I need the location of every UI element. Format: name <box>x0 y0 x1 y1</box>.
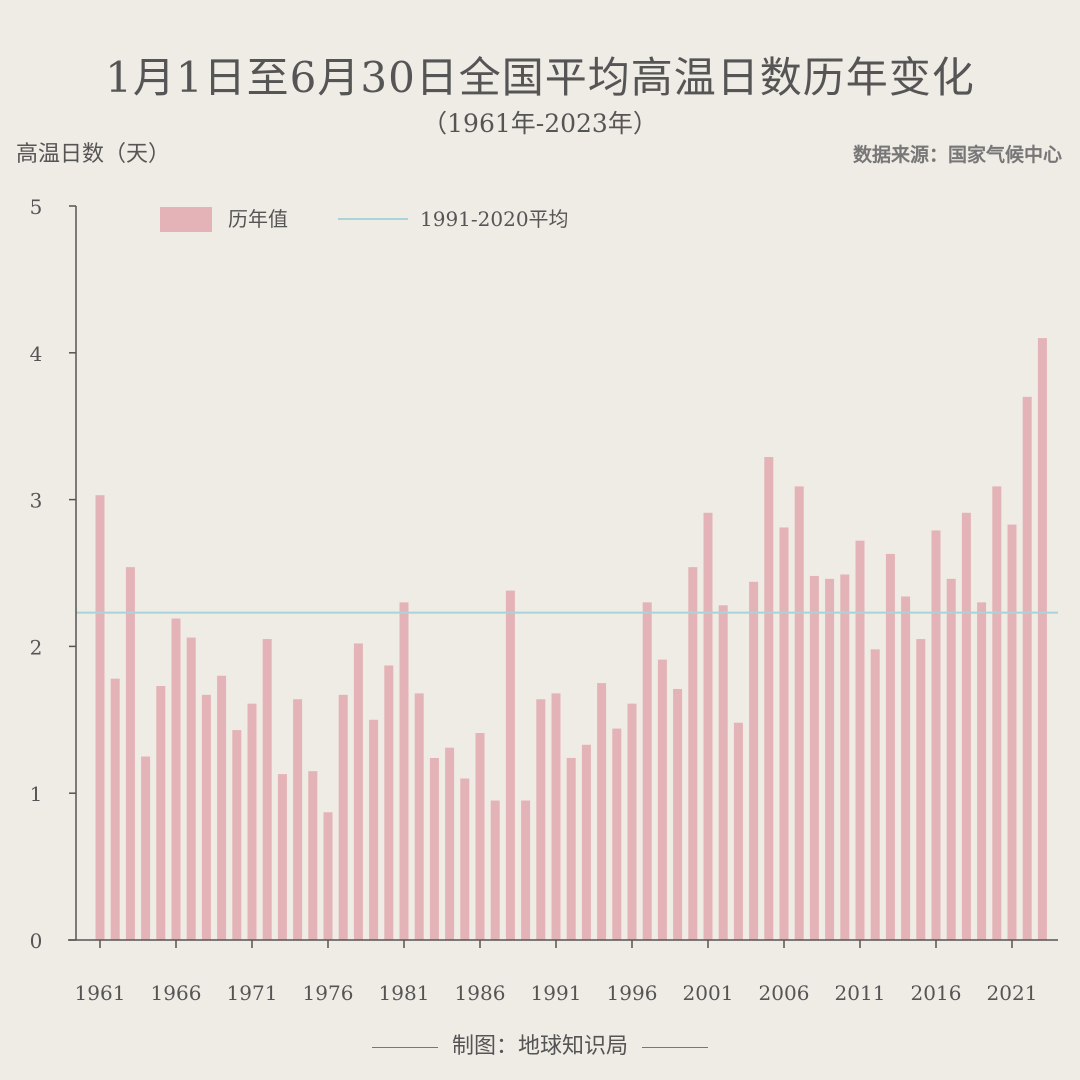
bar-2017 <box>946 578 956 940</box>
y-tick-label: 3 <box>30 489 43 513</box>
legend-bar-label: 历年值 <box>228 207 288 231</box>
bar-2008 <box>809 575 819 940</box>
footer: 制图：地球知识局 <box>0 1028 1080 1060</box>
legend-line-label: 1991-2020平均 <box>420 207 569 231</box>
bar-1989 <box>521 800 531 940</box>
bar-1975 <box>308 771 318 940</box>
bar-1971 <box>247 703 257 940</box>
bar-1990 <box>536 699 546 940</box>
x-tick-label: 1971 <box>227 981 278 1005</box>
x-tick-label: 1966 <box>151 981 202 1005</box>
bar-1964 <box>141 756 151 940</box>
x-tick-label: 2016 <box>911 981 962 1005</box>
bar-1992 <box>566 757 576 940</box>
x-tick-label: 1996 <box>607 981 658 1005</box>
bar-1999 <box>673 688 683 940</box>
bar-1973 <box>277 774 287 940</box>
bar-2005 <box>764 457 774 940</box>
bar-2007 <box>794 486 804 940</box>
y-tick-label: 1 <box>30 782 43 806</box>
y-tick-label: 2 <box>30 635 43 659</box>
bar-1994 <box>597 683 607 940</box>
y-tick-label: 5 <box>30 195 43 219</box>
bar-2011 <box>855 540 865 940</box>
bar-1977 <box>338 694 348 940</box>
bar-1984 <box>445 747 455 940</box>
legend-bar-swatch <box>160 207 212 232</box>
bar-1991 <box>551 693 561 940</box>
bar-2014 <box>901 596 911 940</box>
bar-1981 <box>399 602 409 940</box>
footer-divider-right <box>642 1046 708 1048</box>
bar-1983 <box>429 757 439 940</box>
bar-1996 <box>627 703 637 940</box>
bar-2012 <box>870 649 880 940</box>
x-tick-label: 2006 <box>759 981 810 1005</box>
x-tick-label: 1991 <box>531 981 582 1005</box>
bar-1968 <box>201 694 211 940</box>
y-axis-label: 高温日数（天） <box>16 142 171 167</box>
bar-2023 <box>1037 338 1047 940</box>
bar-1965 <box>156 686 166 940</box>
bar-1997 <box>642 602 652 940</box>
x-tick-label: 2011 <box>835 981 886 1005</box>
bar-1972 <box>262 639 272 940</box>
bar-1966 <box>171 618 181 940</box>
x-tick-label: 2001 <box>683 981 734 1005</box>
bar-1998 <box>657 659 667 940</box>
bar-1988 <box>505 590 515 940</box>
bar-2013 <box>885 553 895 940</box>
bar-2021 <box>1007 524 1017 940</box>
bar-1987 <box>490 800 500 940</box>
footer-divider-left <box>371 1046 438 1048</box>
bar-1970 <box>232 730 242 940</box>
bar-2004 <box>749 581 759 940</box>
x-tick-label: 1961 <box>75 981 126 1005</box>
bar-2002 <box>718 605 728 940</box>
bar-2019 <box>977 602 987 940</box>
bar-1961 <box>95 495 105 940</box>
bar-2016 <box>931 530 941 940</box>
bar-1985 <box>460 778 470 940</box>
bar-2006 <box>779 527 789 940</box>
bar-1967 <box>186 637 196 940</box>
chart-title: 1月1日至6月30日全国平均高温日数历年变化 <box>105 53 975 102</box>
bar-2018 <box>961 512 971 940</box>
bar-2000 <box>688 567 698 940</box>
bar-1980 <box>384 665 394 940</box>
bar-2001 <box>703 512 713 940</box>
bar-2010 <box>840 574 850 940</box>
bar-1974 <box>293 699 303 940</box>
x-tick-label: 1976 <box>303 981 354 1005</box>
bar-1963 <box>125 567 135 940</box>
bar-1962 <box>110 678 120 940</box>
bar-2015 <box>916 639 926 940</box>
bar-2022 <box>1022 396 1032 941</box>
bar-1976 <box>323 812 333 940</box>
y-tick-label: 4 <box>30 342 43 366</box>
bar-2009 <box>825 578 835 940</box>
bar-1986 <box>475 733 485 940</box>
bar-1995 <box>612 728 622 940</box>
x-tick-label: 1981 <box>379 981 430 1005</box>
y-tick-label: 0 <box>30 929 43 953</box>
x-tick-label: 2021 <box>987 981 1038 1005</box>
bar-2020 <box>992 486 1002 940</box>
chart-subtitle: （1961年-2023年） <box>422 109 658 138</box>
bar-1978 <box>353 643 363 940</box>
x-tick-label: 1986 <box>455 981 506 1005</box>
bar-2003 <box>733 722 743 940</box>
bar-1969 <box>217 675 227 940</box>
bar-1979 <box>369 719 379 940</box>
footer-credit: 制图：地球知识局 <box>451 1034 628 1059</box>
data-source: 数据来源：国家气候中心 <box>852 144 1062 166</box>
bar-1993 <box>581 744 591 940</box>
bar-1982 <box>414 693 424 940</box>
